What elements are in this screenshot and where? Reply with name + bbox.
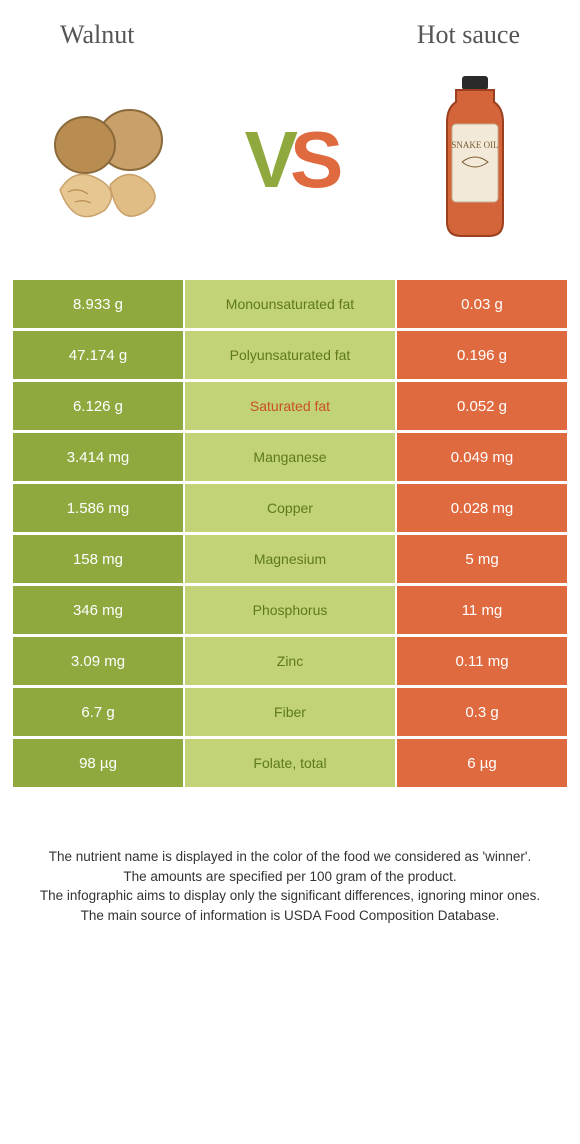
table-row: 158 mgMagnesium5 mg bbox=[13, 535, 567, 583]
vs-label: VS bbox=[245, 114, 336, 206]
table-row: 3.09 mgZinc0.11 mg bbox=[13, 637, 567, 685]
left-value: 158 mg bbox=[13, 535, 183, 583]
nutrient-label: Folate, total bbox=[185, 739, 395, 787]
header: Walnut Hot sauce bbox=[0, 0, 580, 60]
footer-notes: The nutrient name is displayed in the co… bbox=[0, 787, 580, 925]
table-row: 98 µgFolate, total6 µg bbox=[13, 739, 567, 787]
nutrient-label: Manganese bbox=[185, 433, 395, 481]
left-value: 6.126 g bbox=[13, 382, 183, 430]
table-row: 47.174 gPolyunsaturated fat0.196 g bbox=[13, 331, 567, 379]
right-value: 0.3 g bbox=[397, 688, 567, 736]
left-value: 8.933 g bbox=[13, 280, 183, 328]
table-row: 3.414 mgManganese0.049 mg bbox=[13, 433, 567, 481]
nutrient-label: Monounsaturated fat bbox=[185, 280, 395, 328]
table-row: 6.126 gSaturated fat0.052 g bbox=[13, 382, 567, 430]
left-value: 3.09 mg bbox=[13, 637, 183, 685]
right-value: 0.049 mg bbox=[397, 433, 567, 481]
walnut-image bbox=[30, 85, 180, 235]
footer-line: The infographic aims to display only the… bbox=[28, 886, 552, 906]
vs-s: S bbox=[290, 115, 335, 204]
right-value: 11 mg bbox=[397, 586, 567, 634]
table-row: 6.7 gFiber0.3 g bbox=[13, 688, 567, 736]
left-food-title: Walnut bbox=[60, 20, 134, 50]
footer-line: The main source of information is USDA F… bbox=[28, 906, 552, 926]
left-value: 6.7 g bbox=[13, 688, 183, 736]
right-value: 0.052 g bbox=[397, 382, 567, 430]
right-value: 0.03 g bbox=[397, 280, 567, 328]
table-row: 346 mgPhosphorus11 mg bbox=[13, 586, 567, 634]
images-row: VS SNAKE OIL bbox=[0, 60, 580, 280]
svg-text:SNAKE OIL: SNAKE OIL bbox=[451, 140, 498, 150]
nutrient-label: Copper bbox=[185, 484, 395, 532]
right-value: 0.196 g bbox=[397, 331, 567, 379]
vs-v: V bbox=[245, 115, 290, 204]
nutrient-label: Saturated fat bbox=[185, 382, 395, 430]
nutrient-label: Phosphorus bbox=[185, 586, 395, 634]
left-value: 346 mg bbox=[13, 586, 183, 634]
table-row: 8.933 gMonounsaturated fat0.03 g bbox=[13, 280, 567, 328]
right-value: 5 mg bbox=[397, 535, 567, 583]
right-value: 0.028 mg bbox=[397, 484, 567, 532]
nutrient-label: Magnesium bbox=[185, 535, 395, 583]
left-value: 98 µg bbox=[13, 739, 183, 787]
nutrient-label: Zinc bbox=[185, 637, 395, 685]
table-row: 1.586 mgCopper0.028 mg bbox=[13, 484, 567, 532]
footer-line: The amounts are specified per 100 gram o… bbox=[28, 867, 552, 887]
nutrient-table: 8.933 gMonounsaturated fat0.03 g47.174 g… bbox=[0, 280, 580, 787]
right-food-title: Hot sauce bbox=[417, 20, 520, 50]
nutrient-label: Fiber bbox=[185, 688, 395, 736]
right-value: 0.11 mg bbox=[397, 637, 567, 685]
left-value: 47.174 g bbox=[13, 331, 183, 379]
nutrient-label: Polyunsaturated fat bbox=[185, 331, 395, 379]
hot-sauce-image: SNAKE OIL bbox=[400, 85, 550, 235]
right-value: 6 µg bbox=[397, 739, 567, 787]
left-value: 1.586 mg bbox=[13, 484, 183, 532]
footer-line: The nutrient name is displayed in the co… bbox=[28, 847, 552, 867]
left-value: 3.414 mg bbox=[13, 433, 183, 481]
